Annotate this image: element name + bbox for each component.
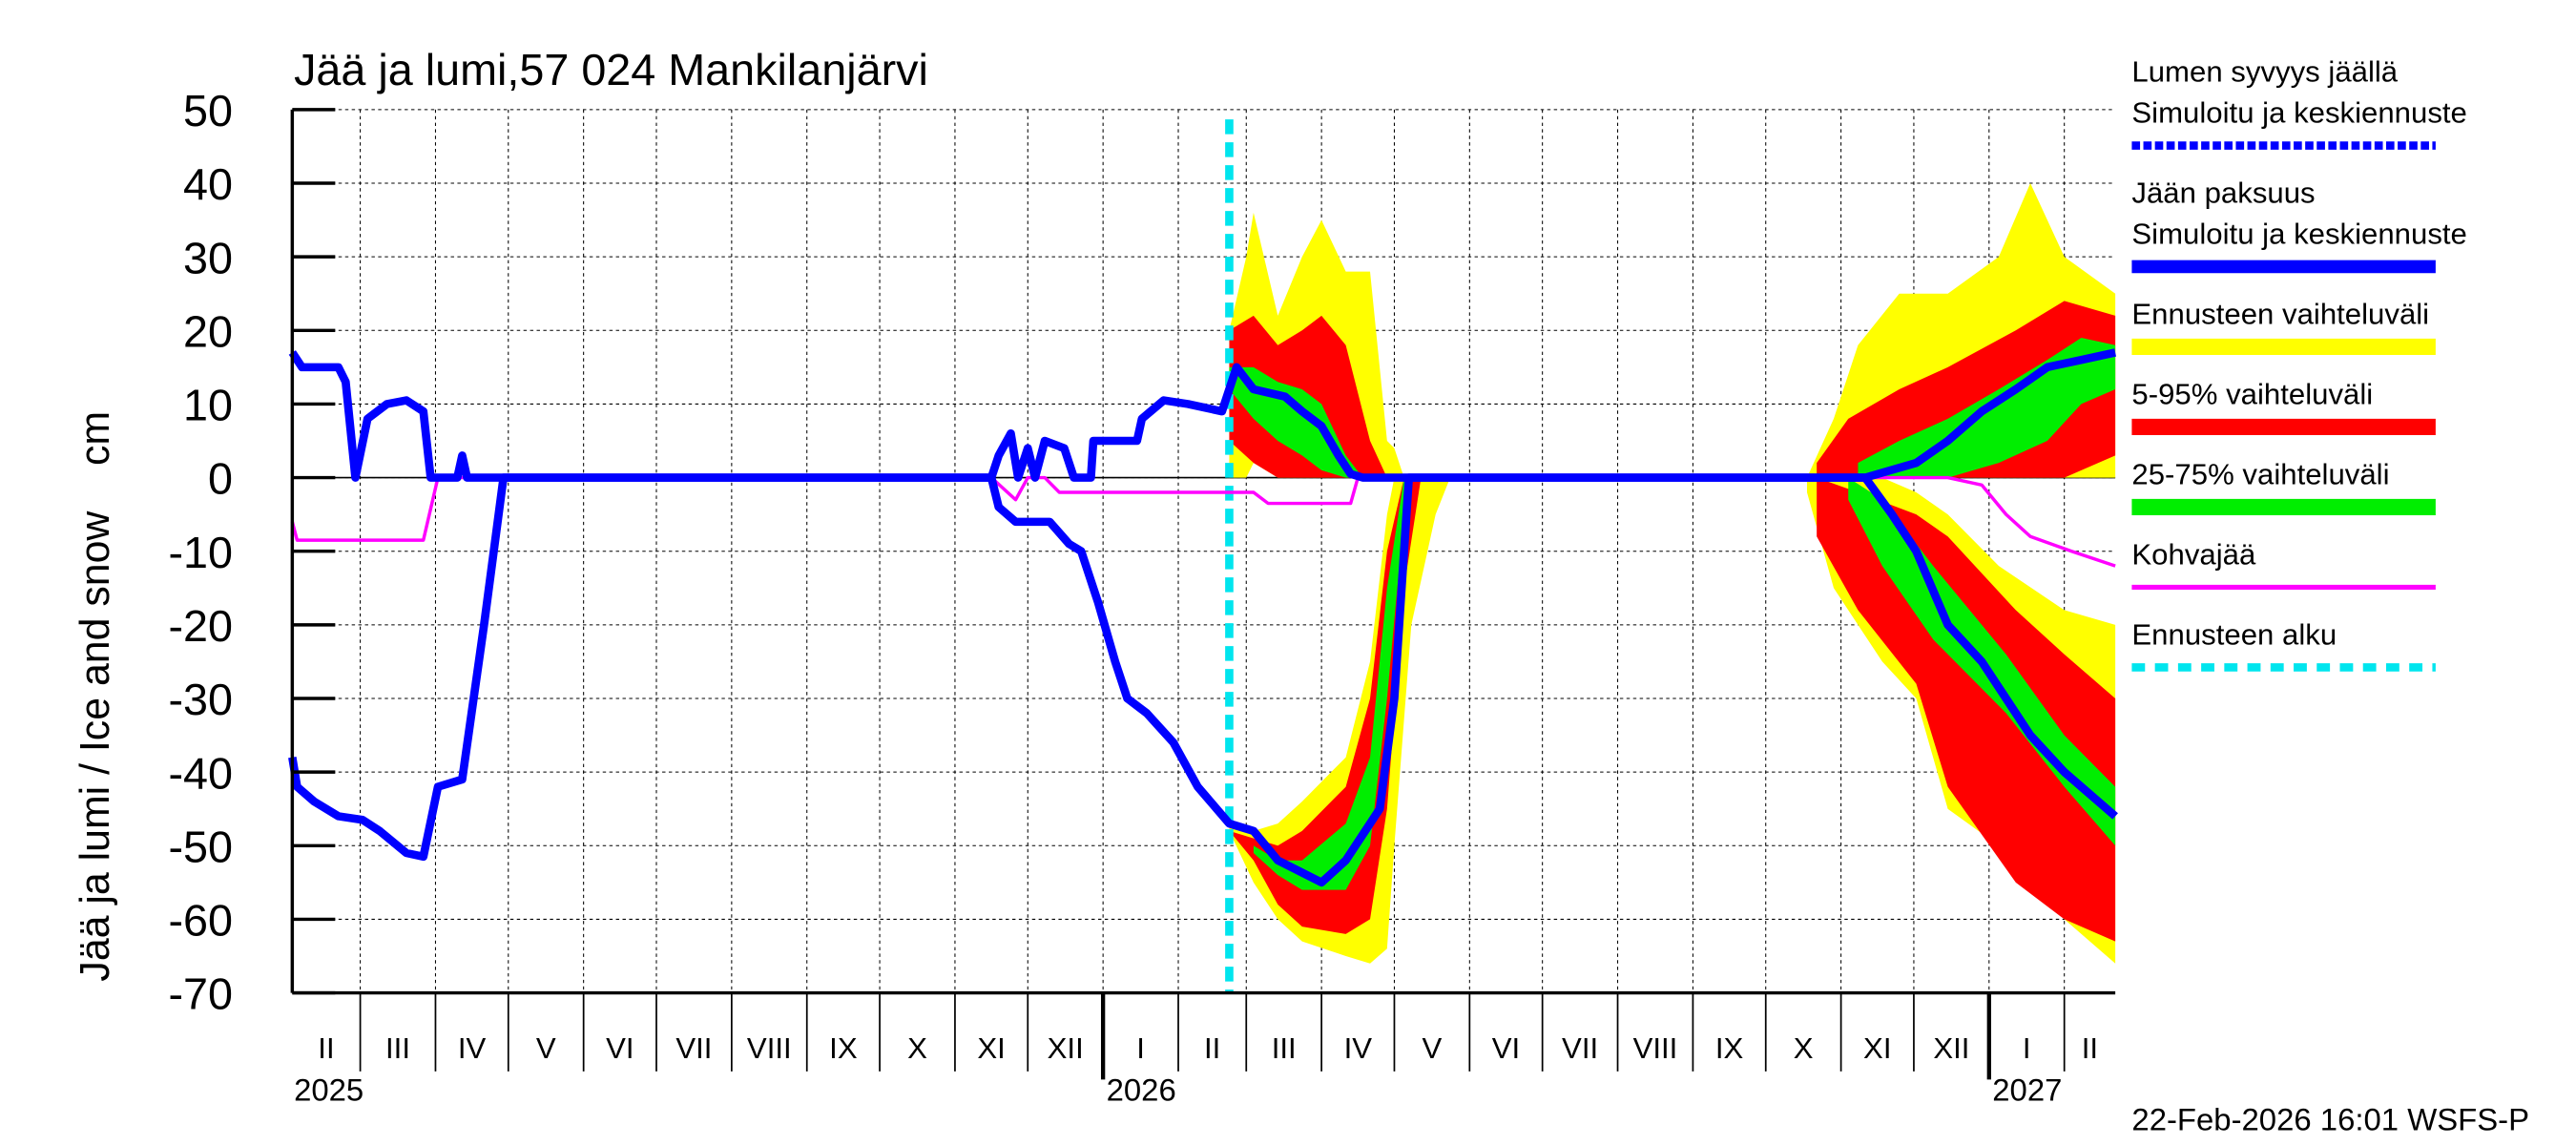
- month-label: X: [907, 1031, 927, 1065]
- month-label: I: [2023, 1031, 2031, 1065]
- month-label: XII: [1933, 1031, 1969, 1065]
- legend-label: Kohvajää: [2131, 538, 2256, 572]
- month-label: VIII: [747, 1031, 792, 1065]
- y-tick-label: -40: [168, 748, 233, 798]
- y-tick-label: 10: [183, 381, 233, 430]
- year-label: 2026: [1107, 1072, 1176, 1108]
- y-tick-label: 30: [183, 233, 233, 282]
- month-label: IX: [1715, 1031, 1744, 1065]
- y-tick-label: -60: [168, 896, 233, 946]
- legend-label: Simuloitu ja keskiennuste: [2131, 218, 2466, 251]
- y-tick-label: 20: [183, 307, 233, 357]
- series-snow: [288, 348, 2117, 482]
- year-label: 2027: [1992, 1072, 2062, 1108]
- y-tick-label: -50: [168, 822, 233, 872]
- legend-label: Ennusteen alku: [2131, 618, 2337, 652]
- chart-title: Jää ja lumi,57 024 Mankilanjärvi: [294, 45, 928, 94]
- month-label: X: [1794, 1031, 1814, 1065]
- month-label: IX: [829, 1031, 858, 1065]
- legend-label: 25-75% vaihteluväli: [2131, 458, 2389, 491]
- y-tick-label: -10: [168, 528, 233, 577]
- series-ice: [288, 473, 2118, 887]
- year-label: 2025: [294, 1072, 364, 1108]
- footer-timestamp: 22-Feb-2026 16:01 WSFS-P: [2131, 1102, 2529, 1137]
- legend-label: Lumen syvyys jäällä: [2131, 55, 2398, 89]
- y-tick-label: -20: [168, 601, 233, 651]
- month-label: II: [2082, 1031, 2098, 1065]
- y-tick-label: 50: [183, 86, 233, 135]
- y-tick-label: 0: [208, 454, 233, 504]
- month-label: V: [536, 1031, 556, 1065]
- legend-label: Simuloitu ja keskiennuste: [2131, 96, 2466, 130]
- band-p25_75: [1253, 477, 1412, 890]
- y-tick-label: 40: [183, 159, 233, 209]
- month-label: II: [318, 1031, 334, 1065]
- month-label: I: [1136, 1031, 1145, 1065]
- month-label: VII: [675, 1031, 712, 1065]
- month-label: XI: [1863, 1031, 1891, 1065]
- y-tick-label: -30: [168, 675, 233, 724]
- month-label: IV: [1344, 1031, 1373, 1065]
- month-label: III: [1272, 1031, 1297, 1065]
- y-axis-label: Jää ja lumi / Ice and snow cm: [73, 411, 118, 982]
- legend-label: Ennusteen vaihteluväli: [2131, 298, 2429, 331]
- legend-label: 5-95% vaihteluväli: [2131, 378, 2373, 411]
- month-label: III: [385, 1031, 410, 1065]
- month-label: VI: [606, 1031, 634, 1065]
- month-label: VII: [1562, 1031, 1598, 1065]
- month-label: VI: [1492, 1031, 1520, 1065]
- month-label: XI: [977, 1031, 1005, 1065]
- month-label: VIII: [1633, 1031, 1678, 1065]
- band-p5_95: [1817, 477, 2116, 942]
- legend-label: Jään paksuus: [2131, 177, 2315, 210]
- month-label: II: [1204, 1031, 1220, 1065]
- month-label: XII: [1048, 1031, 1084, 1065]
- y-tick-label: -70: [168, 969, 233, 1019]
- month-label: V: [1423, 1031, 1443, 1065]
- month-label: IV: [458, 1031, 487, 1065]
